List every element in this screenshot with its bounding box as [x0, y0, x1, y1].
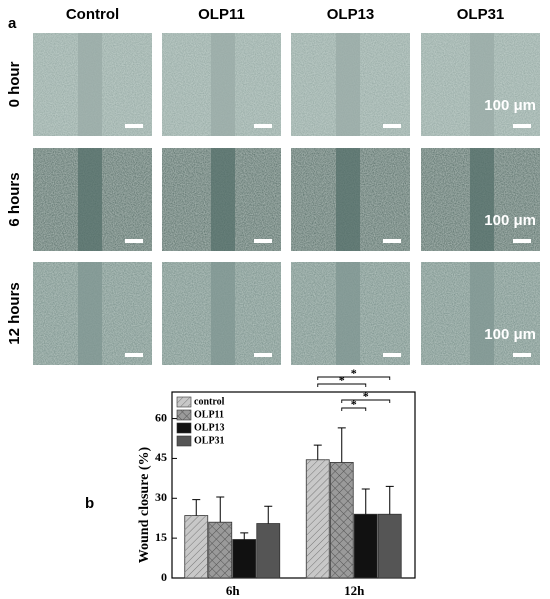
- legend-label: OLP11: [194, 409, 224, 420]
- y-axis-label: Wound closure (%): [137, 446, 152, 563]
- bar-hatch: [184, 515, 208, 578]
- scale-bar: [513, 353, 531, 357]
- scale-bar: [383, 239, 401, 243]
- significance-bracket: [317, 383, 367, 387]
- bar-hatch: [208, 522, 232, 578]
- legend-swatch: [176, 435, 192, 447]
- plot-frame: [171, 391, 416, 579]
- significance-label: *: [351, 366, 357, 380]
- legend-label: OLP31: [194, 435, 225, 446]
- wound-gap: [336, 33, 360, 136]
- scale-bar: [383, 353, 401, 357]
- scale-bar: [513, 239, 531, 243]
- wound-gap: [78, 262, 102, 365]
- legend-swatch: [176, 422, 192, 434]
- row-header: 6 hours: [6, 172, 23, 226]
- scale-bar: [125, 239, 143, 243]
- y-tick-label: 30: [155, 490, 167, 504]
- scale-bar-label: 100 μm: [484, 212, 536, 229]
- error-bar: [216, 496, 225, 523]
- wound-gap: [211, 148, 235, 251]
- legend-label: control: [194, 396, 225, 407]
- x-tick-label: 6h: [226, 583, 241, 598]
- panel-label: a: [8, 15, 17, 32]
- error-bar: [337, 427, 346, 463]
- panel-label: b: [85, 495, 94, 512]
- significance-bracket: [341, 407, 367, 411]
- significance-label: *: [351, 397, 357, 411]
- bar-hatch: [330, 462, 354, 578]
- error-bar: [192, 499, 201, 516]
- error-bar: [264, 505, 273, 524]
- wound-gap: [336, 148, 360, 251]
- wound-gap: [470, 33, 494, 136]
- scale-bar: [513, 124, 531, 128]
- legend-hatch: [177, 397, 191, 407]
- scale-bar: [125, 124, 143, 128]
- significance-label: *: [363, 389, 369, 403]
- scale-bar: [125, 353, 143, 357]
- wound-gap: [470, 262, 494, 365]
- bar-hatch: [306, 459, 330, 578]
- wound-gap: [336, 262, 360, 365]
- x-tick-label: 12h: [344, 583, 365, 598]
- scale-bar: [254, 239, 272, 243]
- y-tick-label: 0: [161, 570, 167, 584]
- legend-label: OLP13: [194, 422, 225, 433]
- wound-gap: [78, 33, 102, 136]
- row-header: 0 hour: [6, 61, 23, 107]
- legend-hatch: [177, 410, 191, 420]
- row-header: 12 hours: [6, 282, 23, 345]
- bar: [256, 523, 281, 579]
- scale-bar-label: 100 μm: [484, 97, 536, 114]
- scale-bar: [254, 124, 272, 128]
- significance-bracket: [317, 376, 391, 380]
- significance-label: *: [339, 373, 345, 387]
- y-tick-label: 15: [155, 530, 167, 544]
- wound-gap: [78, 148, 102, 251]
- column-header: OLP11: [198, 6, 245, 23]
- scale-bar: [383, 124, 401, 128]
- column-header: Control: [66, 6, 119, 23]
- bar: [377, 513, 402, 579]
- error-bar: [240, 532, 249, 540]
- scale-bar: [254, 353, 272, 357]
- bar: [353, 513, 378, 579]
- y-tick-label: 45: [155, 450, 167, 464]
- column-header: OLP31: [457, 6, 505, 23]
- error-bar: [361, 488, 370, 515]
- wound-gap: [211, 33, 235, 136]
- y-tick-label: 60: [155, 410, 167, 424]
- wound-gap: [211, 262, 235, 365]
- wound-gap: [470, 148, 494, 251]
- bar: [232, 539, 257, 579]
- column-header: OLP13: [327, 6, 375, 23]
- significance-bracket: [341, 399, 391, 403]
- error-bar: [385, 485, 394, 515]
- scale-bar-label: 100 μm: [484, 326, 536, 343]
- error-bar: [313, 444, 322, 460]
